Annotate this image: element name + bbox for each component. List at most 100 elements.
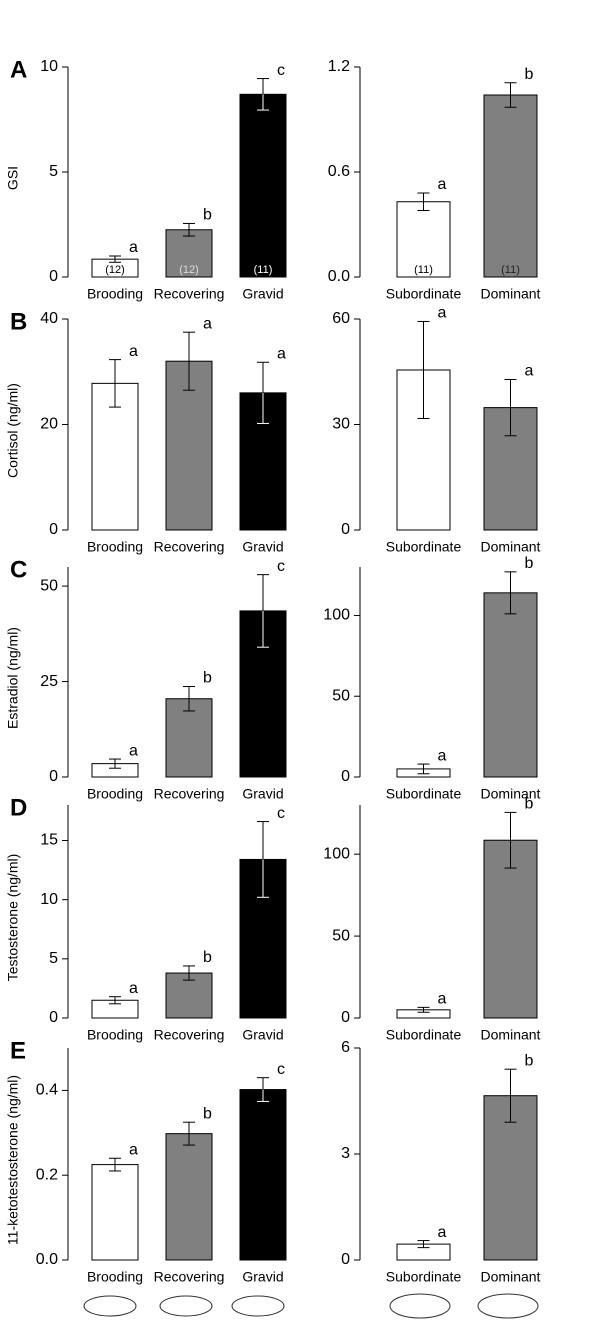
- panel-letter: C: [10, 556, 27, 583]
- significance-letter: c: [277, 1061, 285, 1078]
- x-tick-label: Recovering: [154, 1027, 225, 1043]
- significance-letter: a: [438, 747, 447, 764]
- fish-icon: [389, 1293, 451, 1319]
- significance-letter: b: [525, 555, 534, 572]
- significance-letter: c: [277, 805, 285, 822]
- y-tick-label: 6: [341, 1039, 350, 1056]
- y-tick-label: 25: [40, 673, 58, 690]
- significance-letter: a: [129, 239, 138, 256]
- significance-letter: a: [129, 1141, 138, 1158]
- x-tick-label: Gravid: [242, 286, 283, 302]
- significance-letter: a: [438, 1224, 447, 1241]
- significance-letter: a: [525, 363, 534, 380]
- significance-letter: a: [203, 315, 212, 332]
- x-tick-label: Subordinate: [386, 539, 462, 555]
- y-tick-label: 0: [49, 521, 58, 538]
- panel-letter: A: [10, 56, 27, 83]
- significance-letter: b: [525, 66, 534, 83]
- significance-letter: b: [525, 1052, 534, 1069]
- significance-letter: a: [129, 742, 138, 759]
- bar: [239, 93, 287, 278]
- panel-letter: E: [10, 1037, 26, 1064]
- x-tick-label: Brooding: [87, 539, 143, 555]
- n-label: (12): [179, 264, 199, 276]
- y-axis-label: Testosterone (ng/ml): [5, 854, 21, 982]
- x-tick-label: Dominant: [481, 1269, 541, 1285]
- significance-letter: c: [277, 62, 285, 79]
- n-label: (11): [254, 264, 273, 276]
- y-tick-label: 50: [332, 687, 350, 704]
- significance-letter: b: [203, 1105, 212, 1122]
- significance-letter: a: [129, 980, 138, 997]
- y-tick-label: 5: [49, 163, 58, 180]
- significance-letter: a: [277, 345, 286, 362]
- bar: [165, 229, 213, 278]
- x-tick-label: Subordinate: [386, 286, 462, 302]
- y-tick-label: 0: [341, 521, 350, 538]
- x-tick-label: Recovering: [154, 539, 225, 555]
- panel-letter: B: [10, 308, 27, 335]
- x-tick-label: Dominant: [481, 786, 541, 802]
- x-tick-label: Brooding: [87, 786, 143, 802]
- y-tick-label: 0.2: [36, 1166, 58, 1183]
- n-label: (12): [105, 264, 125, 276]
- significance-letter: b: [203, 949, 212, 966]
- y-tick-label: 0.0: [328, 268, 350, 285]
- y-tick-label: 1.2: [328, 58, 350, 75]
- y-tick-label: 0: [341, 1251, 350, 1268]
- x-tick-label: Recovering: [154, 286, 225, 302]
- y-tick-label: 50: [40, 577, 58, 594]
- bar: [483, 1095, 538, 1261]
- fish-icon: [83, 1295, 137, 1317]
- y-tick-label: 10: [40, 58, 58, 75]
- y-tick-label: 30: [332, 416, 350, 433]
- x-tick-label: Brooding: [87, 1269, 143, 1285]
- n-label: (11): [414, 264, 433, 276]
- y-tick-label: 50: [332, 927, 350, 944]
- y-axis-label: 11-ketotestosterone (ng/ml): [5, 1075, 21, 1245]
- significance-letter: a: [438, 305, 447, 322]
- y-tick-label: 60: [332, 310, 350, 327]
- y-tick-label: 0: [341, 768, 350, 785]
- x-tick-label: Brooding: [87, 1027, 143, 1043]
- y-tick-label: 0: [49, 1009, 58, 1026]
- bar: [165, 972, 213, 1019]
- significance-letter: b: [203, 207, 212, 224]
- y-tick-label: 0.0: [36, 1251, 58, 1268]
- x-tick-label: Subordinate: [386, 1027, 462, 1043]
- bar: [483, 94, 538, 278]
- significance-letter: b: [203, 670, 212, 687]
- y-tick-label: 0.4: [36, 1082, 58, 1099]
- x-tick-label: Subordinate: [386, 1269, 462, 1285]
- x-tick-label: Brooding: [87, 286, 143, 302]
- significance-letter: a: [438, 991, 447, 1008]
- fish-icon: [231, 1295, 285, 1317]
- y-tick-label: 20: [40, 416, 58, 433]
- x-tick-label: Dominant: [481, 1027, 541, 1043]
- bar: [165, 698, 213, 778]
- significance-letter: b: [525, 796, 534, 813]
- fish-icon: [477, 1293, 539, 1319]
- x-tick-label: Gravid: [242, 1269, 283, 1285]
- bar: [483, 592, 538, 778]
- x-tick-label: Recovering: [154, 786, 225, 802]
- panel-letter: D: [10, 794, 27, 821]
- y-tick-label: 40: [40, 310, 58, 327]
- y-tick-label: 0.6: [328, 163, 350, 180]
- y-tick-label: 0: [49, 268, 58, 285]
- y-tick-label: 0: [49, 768, 58, 785]
- y-tick-label: 0: [341, 1009, 350, 1026]
- x-tick-label: Dominant: [481, 539, 541, 555]
- bar: [239, 1089, 287, 1261]
- bar: [91, 382, 139, 531]
- y-tick-label: 15: [40, 832, 58, 849]
- x-tick-label: Gravid: [242, 1027, 283, 1043]
- fish-icon: [159, 1295, 213, 1317]
- y-axis-label: Estradiol (ng/ml): [5, 627, 21, 729]
- y-axis-label: Cortisol (ng/ml): [5, 383, 21, 478]
- y-tick-label: 100: [323, 607, 350, 624]
- significance-letter: a: [438, 176, 447, 193]
- x-tick-label: Subordinate: [386, 786, 462, 802]
- bar: [165, 1133, 213, 1261]
